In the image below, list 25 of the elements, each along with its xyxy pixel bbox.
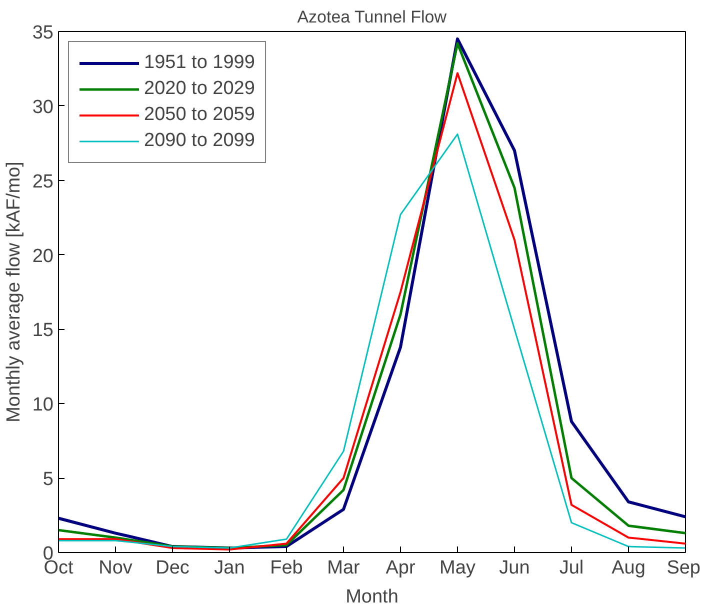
x-tick-label: Dec xyxy=(156,558,190,578)
legend-label: 2090 to 2099 xyxy=(144,130,255,152)
y-tick-label: 30 xyxy=(32,96,54,118)
x-tick-label: Aug xyxy=(612,558,646,578)
x-tick-label: Jul xyxy=(559,558,584,578)
y-axis-title: Monthly average flow [kAF/mo] xyxy=(3,162,24,422)
x-tick-label: May xyxy=(440,558,476,578)
y-tick-label: 20 xyxy=(32,246,54,267)
legend-label: 2050 to 2059 xyxy=(144,104,255,126)
x-tick-label: Mar xyxy=(327,558,361,578)
y-tick-label: 15 xyxy=(32,320,54,342)
x-tick-label: Jun xyxy=(499,558,530,578)
x-tick-label: Apr xyxy=(386,558,416,578)
legend-label: 2020 to 2029 xyxy=(144,78,255,100)
y-tick-label: 10 xyxy=(32,394,54,416)
chart-title: Azotea Tunnel Flow xyxy=(297,8,448,26)
legend-label: 1951 to 1999 xyxy=(144,52,255,74)
x-tick-label: Nov xyxy=(98,558,133,578)
x-axis-title: Month xyxy=(346,586,398,608)
y-tick-label: 5 xyxy=(42,469,54,490)
y-tick-label: 25 xyxy=(32,171,54,192)
x-tick-label: Sep xyxy=(666,558,701,578)
x-tick-label: Feb xyxy=(270,558,303,578)
y-tick-label: 35 xyxy=(32,22,54,44)
x-tick-label: Jan xyxy=(214,558,245,578)
